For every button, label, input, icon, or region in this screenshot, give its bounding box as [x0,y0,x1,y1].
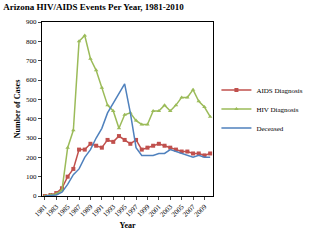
svg-text:2007: 2007 [181,203,197,219]
svg-text:2005: 2005 [170,203,186,219]
svg-text:1983: 1983 [45,203,61,219]
svg-text:1991: 1991 [90,203,106,219]
svg-text:Arizona HIV/AIDS Events Per Ye: Arizona HIV/AIDS Events Per Year, 1981-2… [3,2,184,12]
svg-text:200: 200 [26,154,37,162]
svg-text:1993: 1993 [102,203,118,219]
svg-text:800: 800 [26,38,37,46]
svg-text:400: 400 [26,115,37,123]
svg-text:500: 500 [26,96,37,104]
svg-text:1987: 1987 [67,203,83,219]
svg-text:100: 100 [26,173,37,181]
svg-text:AIDS Diagnosis: AIDS Diagnosis [256,87,302,95]
svg-text:Year: Year [120,221,136,230]
svg-text:0: 0 [33,192,37,200]
svg-text:2009: 2009 [193,203,209,219]
svg-text:600: 600 [26,76,37,84]
svg-text:2003: 2003 [159,203,175,219]
svg-text:1989: 1989 [79,203,95,219]
svg-text:1995: 1995 [113,203,129,219]
svg-text:300: 300 [26,134,37,142]
svg-text:Number of Cases: Number of Cases [13,80,22,139]
svg-text:1997: 1997 [124,203,140,219]
svg-text:2001: 2001 [147,203,163,219]
svg-text:900: 900 [26,18,37,26]
svg-text:700: 700 [26,57,37,65]
svg-text:1985: 1985 [56,203,72,219]
svg-text:1999: 1999 [136,203,152,219]
svg-text:Deceased: Deceased [256,125,283,133]
svg-text:HIV Diagnosis: HIV Diagnosis [256,106,298,114]
svg-text:1981: 1981 [33,203,49,219]
